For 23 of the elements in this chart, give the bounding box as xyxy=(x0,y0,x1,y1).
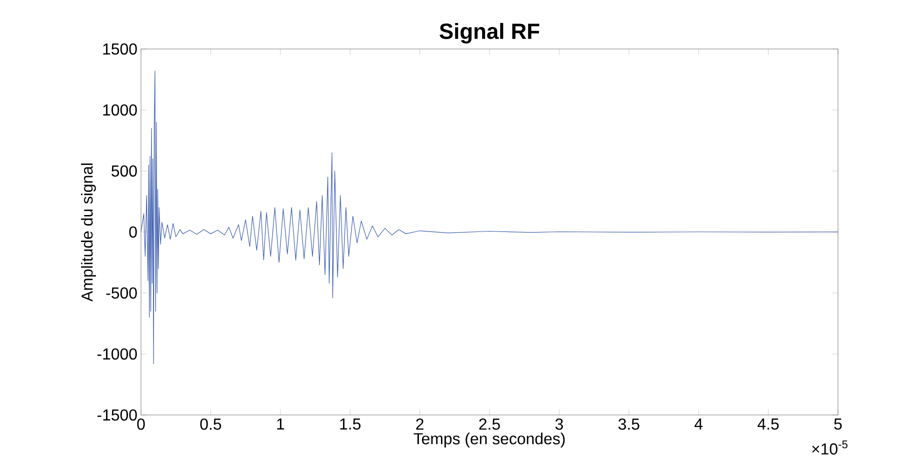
x-axis-title: Temps (en secondes) xyxy=(414,432,565,448)
x-tick-label: 3 xyxy=(555,418,563,430)
x-tick-label: 0 xyxy=(137,418,145,430)
x-tick-label: 0.5 xyxy=(200,418,222,430)
chart-title: Signal RF xyxy=(440,22,540,44)
y-tick-label: -1000 xyxy=(97,348,137,360)
y-tick-label: 1500 xyxy=(103,43,137,55)
x-tick-label: 1 xyxy=(277,418,284,430)
text: ×10$^{-5}$ xyxy=(812,440,848,455)
x-tick-label: 2.5 xyxy=(479,418,500,430)
x-tick-label: 3.5 xyxy=(618,418,640,430)
y-tick-label: 1000 xyxy=(103,104,137,116)
y-tick-label: -1500 xyxy=(97,409,137,421)
y-tick-label: -500 xyxy=(106,287,137,299)
x-tick-label: 4.5 xyxy=(758,418,779,430)
x-tick-label: 4 xyxy=(694,418,703,430)
y-tick-label: 500 xyxy=(112,165,137,177)
x-tick-label: 1.5 xyxy=(340,418,361,430)
y-tick-label: 0 xyxy=(129,226,137,238)
line-series xyxy=(141,70,838,364)
x-tick-label: 2 xyxy=(416,418,424,430)
y-axis-title: Amplitude du signal xyxy=(81,164,96,302)
x-tick-label: 5 xyxy=(834,418,842,430)
